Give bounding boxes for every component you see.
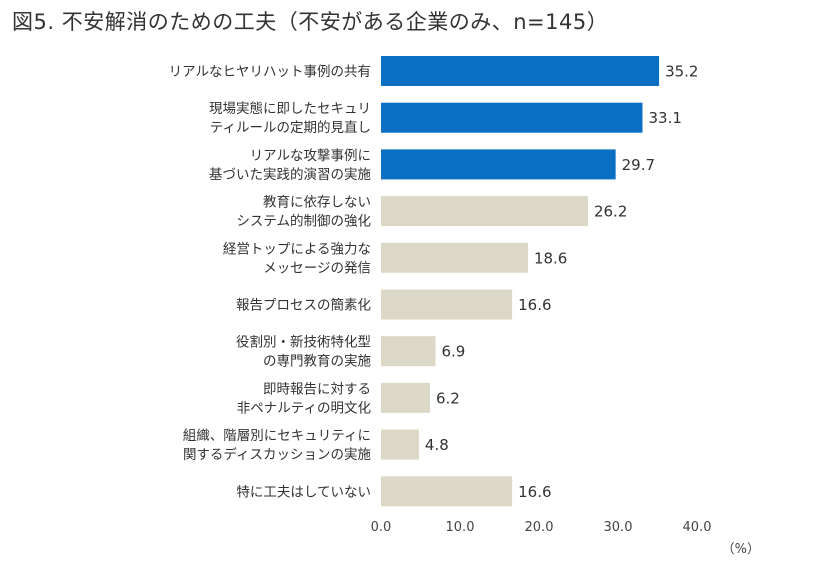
value-label-3: 29.7 bbox=[622, 156, 655, 174]
bar-7 bbox=[381, 336, 436, 367]
category-label-2-line-1: 現場実態に即したセキュリ bbox=[209, 101, 371, 117]
category-label-7-line-2: の専門教育の実施 bbox=[263, 354, 371, 370]
category-label-4-line-2: システム的制御の強化 bbox=[236, 214, 371, 230]
value-label-7: 6.9 bbox=[442, 343, 466, 361]
x-tick-label-5: 40.0 bbox=[683, 520, 712, 535]
bar-2 bbox=[381, 102, 643, 133]
category-label-10: 特に工夫はしていない bbox=[236, 484, 371, 500]
bar-3 bbox=[381, 149, 616, 180]
category-label-3-line-2: 基づいた実践的演習の実施 bbox=[209, 166, 371, 183]
value-label-1: 35.2 bbox=[665, 63, 698, 81]
bar-4 bbox=[381, 196, 588, 227]
bar-8 bbox=[381, 382, 430, 413]
value-label-8: 6.2 bbox=[436, 389, 460, 407]
bar-10 bbox=[381, 476, 513, 507]
category-label-9-line-2: 関するディスカッションの実施 bbox=[183, 446, 372, 463]
x-axis-unit-label: （%） bbox=[722, 542, 760, 557]
category-label-5-line-1: 経営トップによる強力な bbox=[223, 241, 371, 257]
category-label-1: リアルなヒヤリハット事例の共有 bbox=[169, 64, 371, 80]
value-label-9: 4.8 bbox=[425, 436, 449, 454]
category-label-2-line-2: ティルールの定期的見直し bbox=[210, 120, 371, 136]
bar-9 bbox=[381, 429, 419, 460]
category-label-9-line-1: 組織、階層別にセキュリティに bbox=[183, 428, 371, 444]
value-labels-group: 35.2 33.1 29.7 26.2 18.6 16.6 6.9 6.2 4.8 16.6 bbox=[425, 63, 699, 501]
category-label-3-line-1: リアルな攻撃事例に bbox=[250, 148, 371, 164]
category-label-6: 報告プロセスの簡素化 bbox=[236, 298, 371, 314]
category-labels-group: リアルなヒヤリハット事例の共有現場実態に即したセキュリティルールの定期的見直しリ… bbox=[169, 64, 372, 500]
bar-6 bbox=[381, 289, 513, 320]
value-label-4: 26.2 bbox=[594, 203, 627, 221]
category-label-7-line-1: 役割別・新技術特化型 bbox=[236, 334, 371, 351]
category-label-8-line-1: 即時報告に対する bbox=[263, 381, 371, 397]
category-label-4-line-1: 教育に依存しない bbox=[263, 195, 371, 211]
bars-group bbox=[381, 56, 660, 507]
value-label-2: 33.1 bbox=[648, 109, 681, 127]
x-tick-label-2: 10.0 bbox=[446, 520, 475, 535]
x-tick-label-1: 0.0 bbox=[371, 520, 392, 535]
bar-1 bbox=[381, 56, 660, 86]
value-label-10: 16.6 bbox=[518, 483, 551, 501]
category-label-8-line-2: 非ペナルティの明文化 bbox=[237, 400, 371, 416]
value-label-5: 18.6 bbox=[534, 249, 567, 267]
chart-title: 図5. 不安解消のための工夫（不安がある企業のみ、n=145） bbox=[12, 10, 609, 34]
x-tick-label-3: 20.0 bbox=[525, 520, 554, 535]
x-axis-ticks-group: 0.0 10.0 20.0 30.0 40.0 bbox=[371, 520, 712, 535]
bar-5 bbox=[381, 242, 528, 273]
value-label-6: 16.6 bbox=[518, 296, 551, 314]
category-label-5-line-2: メッセージの発信 bbox=[263, 260, 371, 276]
x-tick-label-4: 30.0 bbox=[604, 520, 633, 535]
